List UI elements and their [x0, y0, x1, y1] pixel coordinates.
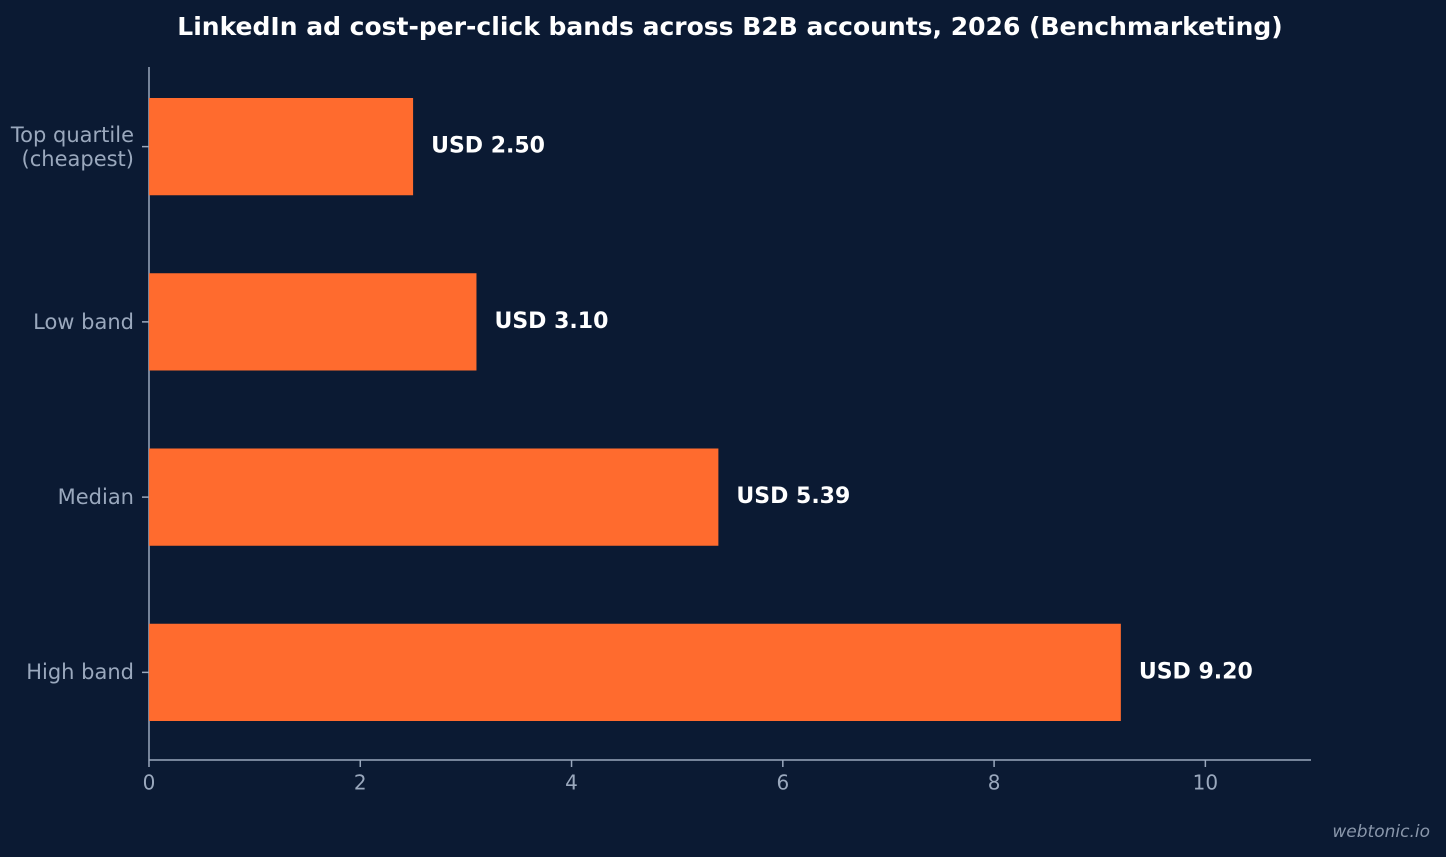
chart-title: LinkedIn ad cost-per-click bands across … [177, 12, 1282, 41]
y-tick-label: Top quartile (cheapest) [10, 122, 134, 171]
x-tick-label: 2 [354, 771, 367, 795]
value-label: USD 9.20 [1139, 659, 1253, 684]
y-tick-label: Low band [33, 309, 134, 334]
x-tick-label: 6 [776, 771, 789, 795]
credit: webtonic.io [1332, 822, 1430, 842]
x-tick-label: 10 [1193, 771, 1218, 795]
bar [149, 273, 477, 371]
value-label: USD 2.50 [431, 134, 545, 159]
bar [149, 97, 414, 196]
value-label: USD 5.39 [736, 484, 850, 509]
x-tick-label: 8 [988, 771, 1001, 795]
y-tick-label: Median [57, 485, 134, 510]
y-tick-label: High band [26, 660, 134, 685]
value-label: USD 3.10 [494, 309, 608, 334]
bar [149, 623, 1121, 722]
x-tick-label: 0 [143, 771, 156, 795]
bar [149, 448, 719, 546]
x-tick-label: 4 [565, 771, 578, 795]
